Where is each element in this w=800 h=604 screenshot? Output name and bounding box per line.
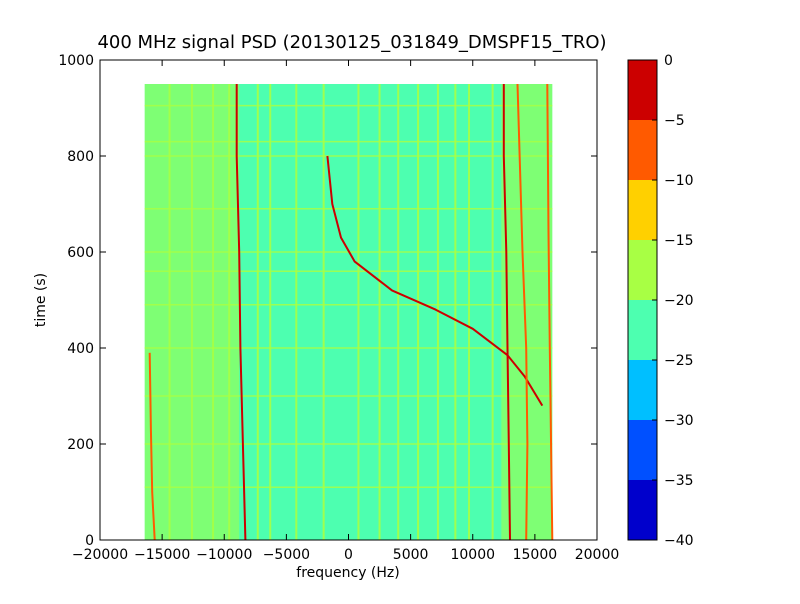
colorbar-segment (628, 360, 657, 420)
signal-trace (546, 83, 554, 541)
x-tick-label: 10000 (450, 547, 495, 563)
x-tick-label: 0 (344, 547, 353, 563)
colorbar-tick-label: −40 (664, 533, 694, 549)
chart-title: 400 MHz signal PSD (20130125_031849_DMSP… (97, 32, 606, 53)
x-axis: −20000 −15000 −10000 −5000 0 5000 10000 15000 20… (72, 60, 619, 563)
x-axis-label: frequency (Hz) (296, 565, 399, 581)
signal-trace (326, 155, 544, 407)
colorbar-tick-label: −20 (664, 293, 694, 309)
y-tick-label: 800 (67, 149, 94, 165)
signal-trace (502, 84, 511, 541)
colorbar-tick-label: 0 (664, 53, 673, 69)
signal-trace (235, 84, 247, 541)
x-tick-label: 5000 (393, 547, 429, 563)
x-tick-label: −5000 (263, 547, 310, 563)
colorbar-segment (628, 180, 657, 240)
x-tick-label: 15000 (513, 547, 558, 563)
y-axis: 0 200 400 600 800 1000 (58, 53, 597, 549)
y-tick-label: 0 (85, 533, 94, 549)
colorbar-tick-label: −15 (664, 233, 694, 249)
x-tick-label: −20000 (72, 547, 128, 563)
colorbar-segment (628, 420, 657, 480)
x-tick-label: −15000 (134, 547, 190, 563)
colorbar-segment (628, 120, 657, 180)
colorbar-tick-label: −30 (664, 413, 694, 429)
y-axis-label: time (s) (33, 273, 49, 327)
y-tick-label: 400 (67, 341, 94, 357)
plot-area (99, 59, 598, 541)
colorbar: 0 −5 −10 −15 −20 −25 −30 −35 −40 (627, 53, 694, 549)
signal-trace (148, 352, 156, 541)
signal-trace (516, 83, 529, 541)
colorbar-tick-label: −10 (664, 173, 694, 189)
colorbar-tick-label: −25 (664, 353, 694, 369)
y-tick-label: 600 (67, 245, 94, 261)
colorbar-segment (628, 480, 657, 540)
x-tick-label: 20000 (575, 547, 620, 563)
y-tick-label: 200 (67, 437, 94, 453)
colorbar-segment (628, 60, 657, 120)
colorbar-tick-label: −5 (664, 113, 685, 129)
colorbar-tick-label: −35 (664, 473, 694, 489)
colorbar-segment (628, 300, 657, 360)
y-tick-label: 1000 (58, 53, 94, 69)
x-tick-label: −10000 (196, 547, 252, 563)
colorbar-segment (628, 240, 657, 300)
